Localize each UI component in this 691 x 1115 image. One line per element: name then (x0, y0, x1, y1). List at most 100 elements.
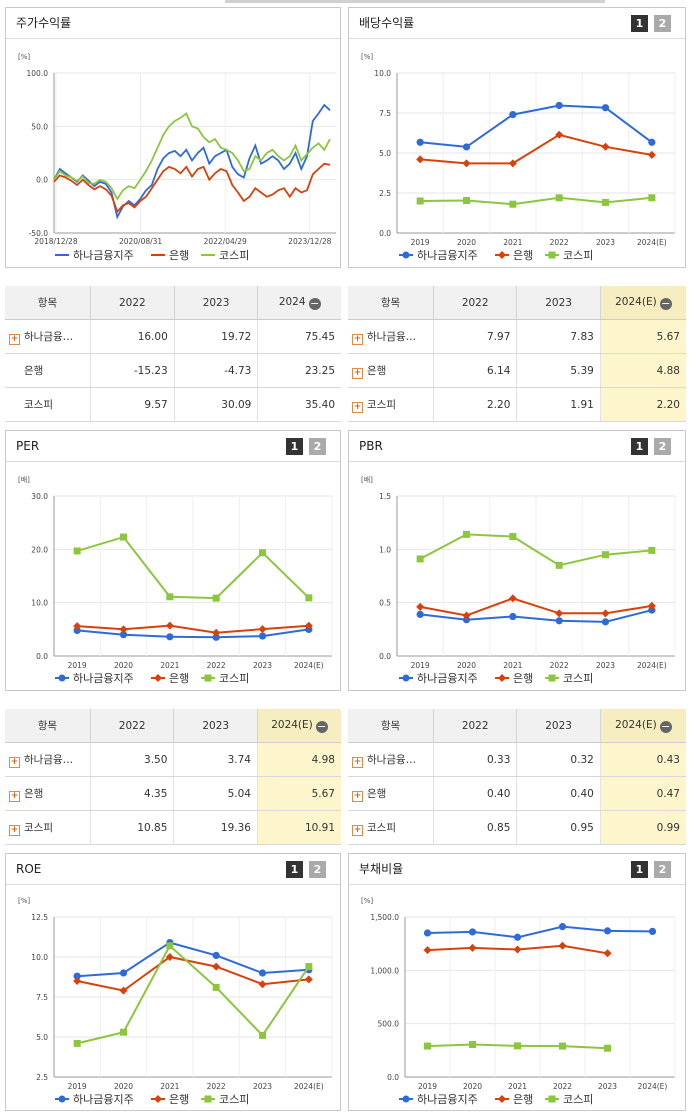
dividend-yield-chart: [%] 0.0 2.5 5.0 7.5 10.0 2019 2020 2021 2022 2023 2… (361, 53, 676, 262)
collapse-icon[interactable]: − (659, 296, 672, 310)
row-name-label: 은행 (367, 787, 387, 800)
column-header-label: 2024(E) (271, 718, 313, 731)
page-1-button[interactable]: 1 (631, 861, 648, 878)
value-cell: 3.74 (173, 742, 258, 777)
y-tick-label: 10.0 (31, 599, 48, 608)
data-point-bank (212, 628, 221, 637)
data-point-kospi (73, 547, 81, 555)
panel-title: 주가수익률 (6, 8, 340, 39)
table-header-row: 항목 2022 2023 2024(E) − (5, 709, 341, 743)
expand-plus-icon[interactable]: + (9, 333, 20, 345)
expand-plus-icon[interactable]: + (352, 367, 363, 379)
legend-label-bank: 은행 (513, 672, 533, 685)
expand-plus-icon[interactable]: + (352, 333, 363, 345)
expand-plus-icon[interactable]: + (352, 401, 363, 413)
series-line-kospi (420, 196, 652, 206)
legend-label-kospi: 코스피 (219, 672, 249, 685)
column-header: 항목 (5, 709, 91, 743)
x-tick-label: 2023 (253, 1082, 272, 1091)
row-name-label: 코스피 (24, 398, 53, 411)
value-cell: 0.99 (600, 810, 686, 845)
expand-plus-icon[interactable]: + (9, 824, 20, 836)
data-point-kospi (509, 533, 517, 541)
x-tick-label: 2019 (411, 661, 430, 670)
debt-ratio-panel: 부채비율 1 2 [%] 0.0 500.0 1,000.0 1,500.0 2019 20… (348, 853, 686, 1111)
row-name-cell[interactable]: + 하나금융… (348, 319, 434, 354)
value-cell: 5.39 (516, 353, 601, 388)
legend-label-hana: 하나금융지주 (417, 671, 478, 685)
column-header: 2022 (433, 286, 518, 320)
data-point-hana (509, 612, 517, 621)
row-name-cell[interactable]: + 코스피 (348, 387, 434, 422)
debt-ratio-chart: [%] 0.0 500.0 1,000.0 1,500.0 2019 2020 2021 202… (361, 897, 676, 1106)
expand-plus-icon[interactable]: + (9, 756, 20, 768)
page-1-button[interactable]: 1 (286, 861, 303, 878)
series-line-hana (53, 103, 331, 220)
legend-marker-kospi (548, 674, 556, 682)
row-name-cell[interactable]: + 코스피 (5, 810, 91, 845)
x-tick-label: 2021 (160, 1082, 179, 1091)
row-name-cell[interactable]: + 하나금융… (5, 742, 91, 777)
y-tick-label: 7.5 (36, 993, 48, 1002)
page-1-button[interactable]: 1 (631, 15, 648, 32)
collapse-icon[interactable]: − (315, 719, 328, 733)
legend-marker-hana (58, 674, 66, 682)
row-name-cell[interactable]: + 은행 (5, 776, 91, 811)
series-line-bank (53, 162, 331, 214)
page-2-button[interactable]: 2 (654, 15, 671, 32)
value-cell: 5.67 (600, 319, 686, 354)
data-point-kospi (416, 197, 424, 205)
x-tick-label: 2024(E) (637, 661, 667, 670)
row-name-cell[interactable]: + 하나금융… (5, 319, 91, 354)
column-header-label: 항목 (37, 297, 58, 309)
page-1-button[interactable]: 1 (286, 438, 303, 455)
column-header-label: 항목 (37, 720, 58, 732)
row-name-label: 은행 (367, 364, 387, 377)
value-cell: 2.20 (433, 387, 518, 422)
collapse-icon[interactable]: − (308, 296, 321, 310)
expand-plus-icon[interactable]: + (352, 756, 363, 768)
table-row: + 코스피 2.20 1.91 2.20 (348, 387, 686, 422)
page-2-button[interactable]: 2 (309, 861, 326, 878)
row-name-cell[interactable]: + 은행 (348, 353, 434, 388)
value-cell: 0.40 (516, 776, 601, 811)
data-point-kospi (259, 1031, 266, 1039)
expand-plus-icon[interactable]: + (352, 824, 363, 836)
legend-label-hana: 하나금융지주 (417, 1092, 478, 1106)
value-cell: 0.47 (600, 776, 686, 811)
legend-label-hana: 하나금융지주 (73, 1092, 134, 1106)
column-header: 2024(E) − (257, 709, 341, 743)
page-2-button[interactable]: 2 (654, 438, 671, 455)
legend-marker-bank (154, 1095, 162, 1103)
row-name-cell[interactable]: + 하나금융… (348, 742, 434, 777)
data-point-hana (212, 951, 220, 959)
x-tick-label: 2019 (418, 1082, 437, 1091)
page-2-button[interactable]: 2 (309, 438, 326, 455)
column-header-label: 2023 (202, 296, 230, 309)
table-row: + 하나금융… 0.33 0.32 0.43 (348, 742, 686, 777)
table-row: + 하나금융… 7.97 7.83 5.67 (348, 319, 686, 354)
expand-plus-icon[interactable]: + (9, 790, 20, 802)
row-name-cell[interactable]: + 은행 (348, 776, 434, 811)
x-tick-label: 2019 (68, 1082, 87, 1091)
data-point-bank (304, 621, 313, 630)
x-tick-label: 2022 (207, 661, 226, 670)
collapse-icon[interactable]: − (659, 719, 672, 733)
legend-label-kospi: 코스피 (219, 249, 249, 262)
expand-plus-icon[interactable]: + (352, 790, 363, 802)
page-1-button[interactable]: 1 (631, 438, 648, 455)
data-point-bank (258, 625, 267, 634)
page-2-button[interactable]: 2 (654, 861, 671, 878)
y-tick-label: 0.0 (379, 229, 391, 238)
data-point-hana (166, 633, 174, 641)
data-point-hana (73, 972, 81, 980)
value-cell: 5.04 (173, 776, 258, 811)
column-header: 2024− (257, 286, 341, 320)
y-tick-label: 1.5 (379, 492, 391, 501)
legend-label-kospi: 코스피 (563, 1093, 593, 1106)
data-point-hana (212, 633, 220, 641)
y-tick-label: 0.0 (387, 1073, 399, 1082)
column-header: 2023 (173, 709, 258, 743)
row-name-cell[interactable]: + 코스피 (348, 810, 434, 845)
